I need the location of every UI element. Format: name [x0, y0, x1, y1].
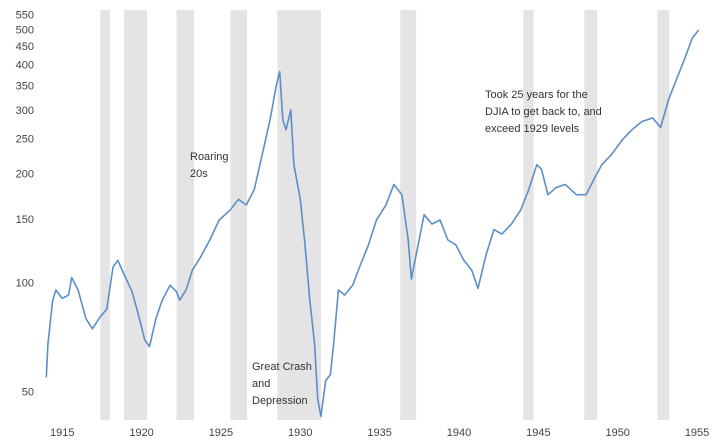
y-tick-label: 150	[16, 214, 34, 226]
data-line	[45, 29, 700, 418]
y-tick-label: 350	[16, 81, 34, 93]
recession-band	[230, 10, 248, 420]
recession-band	[176, 10, 194, 420]
annotation: Took 25 years for the	[485, 89, 588, 101]
y-tick-label: 250	[16, 133, 34, 145]
x-tick-label: 1945	[526, 427, 550, 439]
annotation: Roaring	[190, 151, 229, 163]
x-tick-label: 1955	[685, 427, 709, 439]
annotation: and	[252, 378, 270, 390]
y-tick-label: 550	[16, 10, 34, 22]
x-tick-label: 1930	[288, 427, 312, 439]
x-tick-label: 1940	[447, 427, 471, 439]
x-tick-label: 1915	[50, 427, 74, 439]
y-tick-label: 100	[16, 278, 34, 290]
recession-band	[584, 10, 598, 420]
annotation: DJIA to get back to, and	[485, 106, 602, 118]
annotation: 20s	[190, 168, 208, 180]
y-tick-label: 500	[16, 25, 34, 37]
recession-band	[400, 10, 417, 420]
recession-band	[100, 10, 110, 420]
recession-band	[523, 10, 534, 420]
annotation: exceed 1929 levels	[485, 123, 580, 135]
y-tick-label: 400	[16, 60, 34, 72]
x-tick-label: 1925	[209, 427, 233, 439]
recession-band	[124, 10, 148, 420]
y-tick-label: 50	[22, 386, 34, 398]
y-tick-label: 450	[16, 41, 34, 53]
x-tick-label: 1920	[129, 427, 153, 439]
annotation: Great Crash	[252, 361, 312, 373]
y-tick-label: 200	[16, 169, 34, 181]
x-tick-label: 1935	[367, 427, 391, 439]
annotation: Depression	[252, 395, 308, 407]
y-tick-label: 300	[16, 105, 34, 117]
recession-band	[657, 10, 670, 420]
recession-band	[277, 10, 321, 420]
x-tick-label: 1950	[605, 427, 629, 439]
